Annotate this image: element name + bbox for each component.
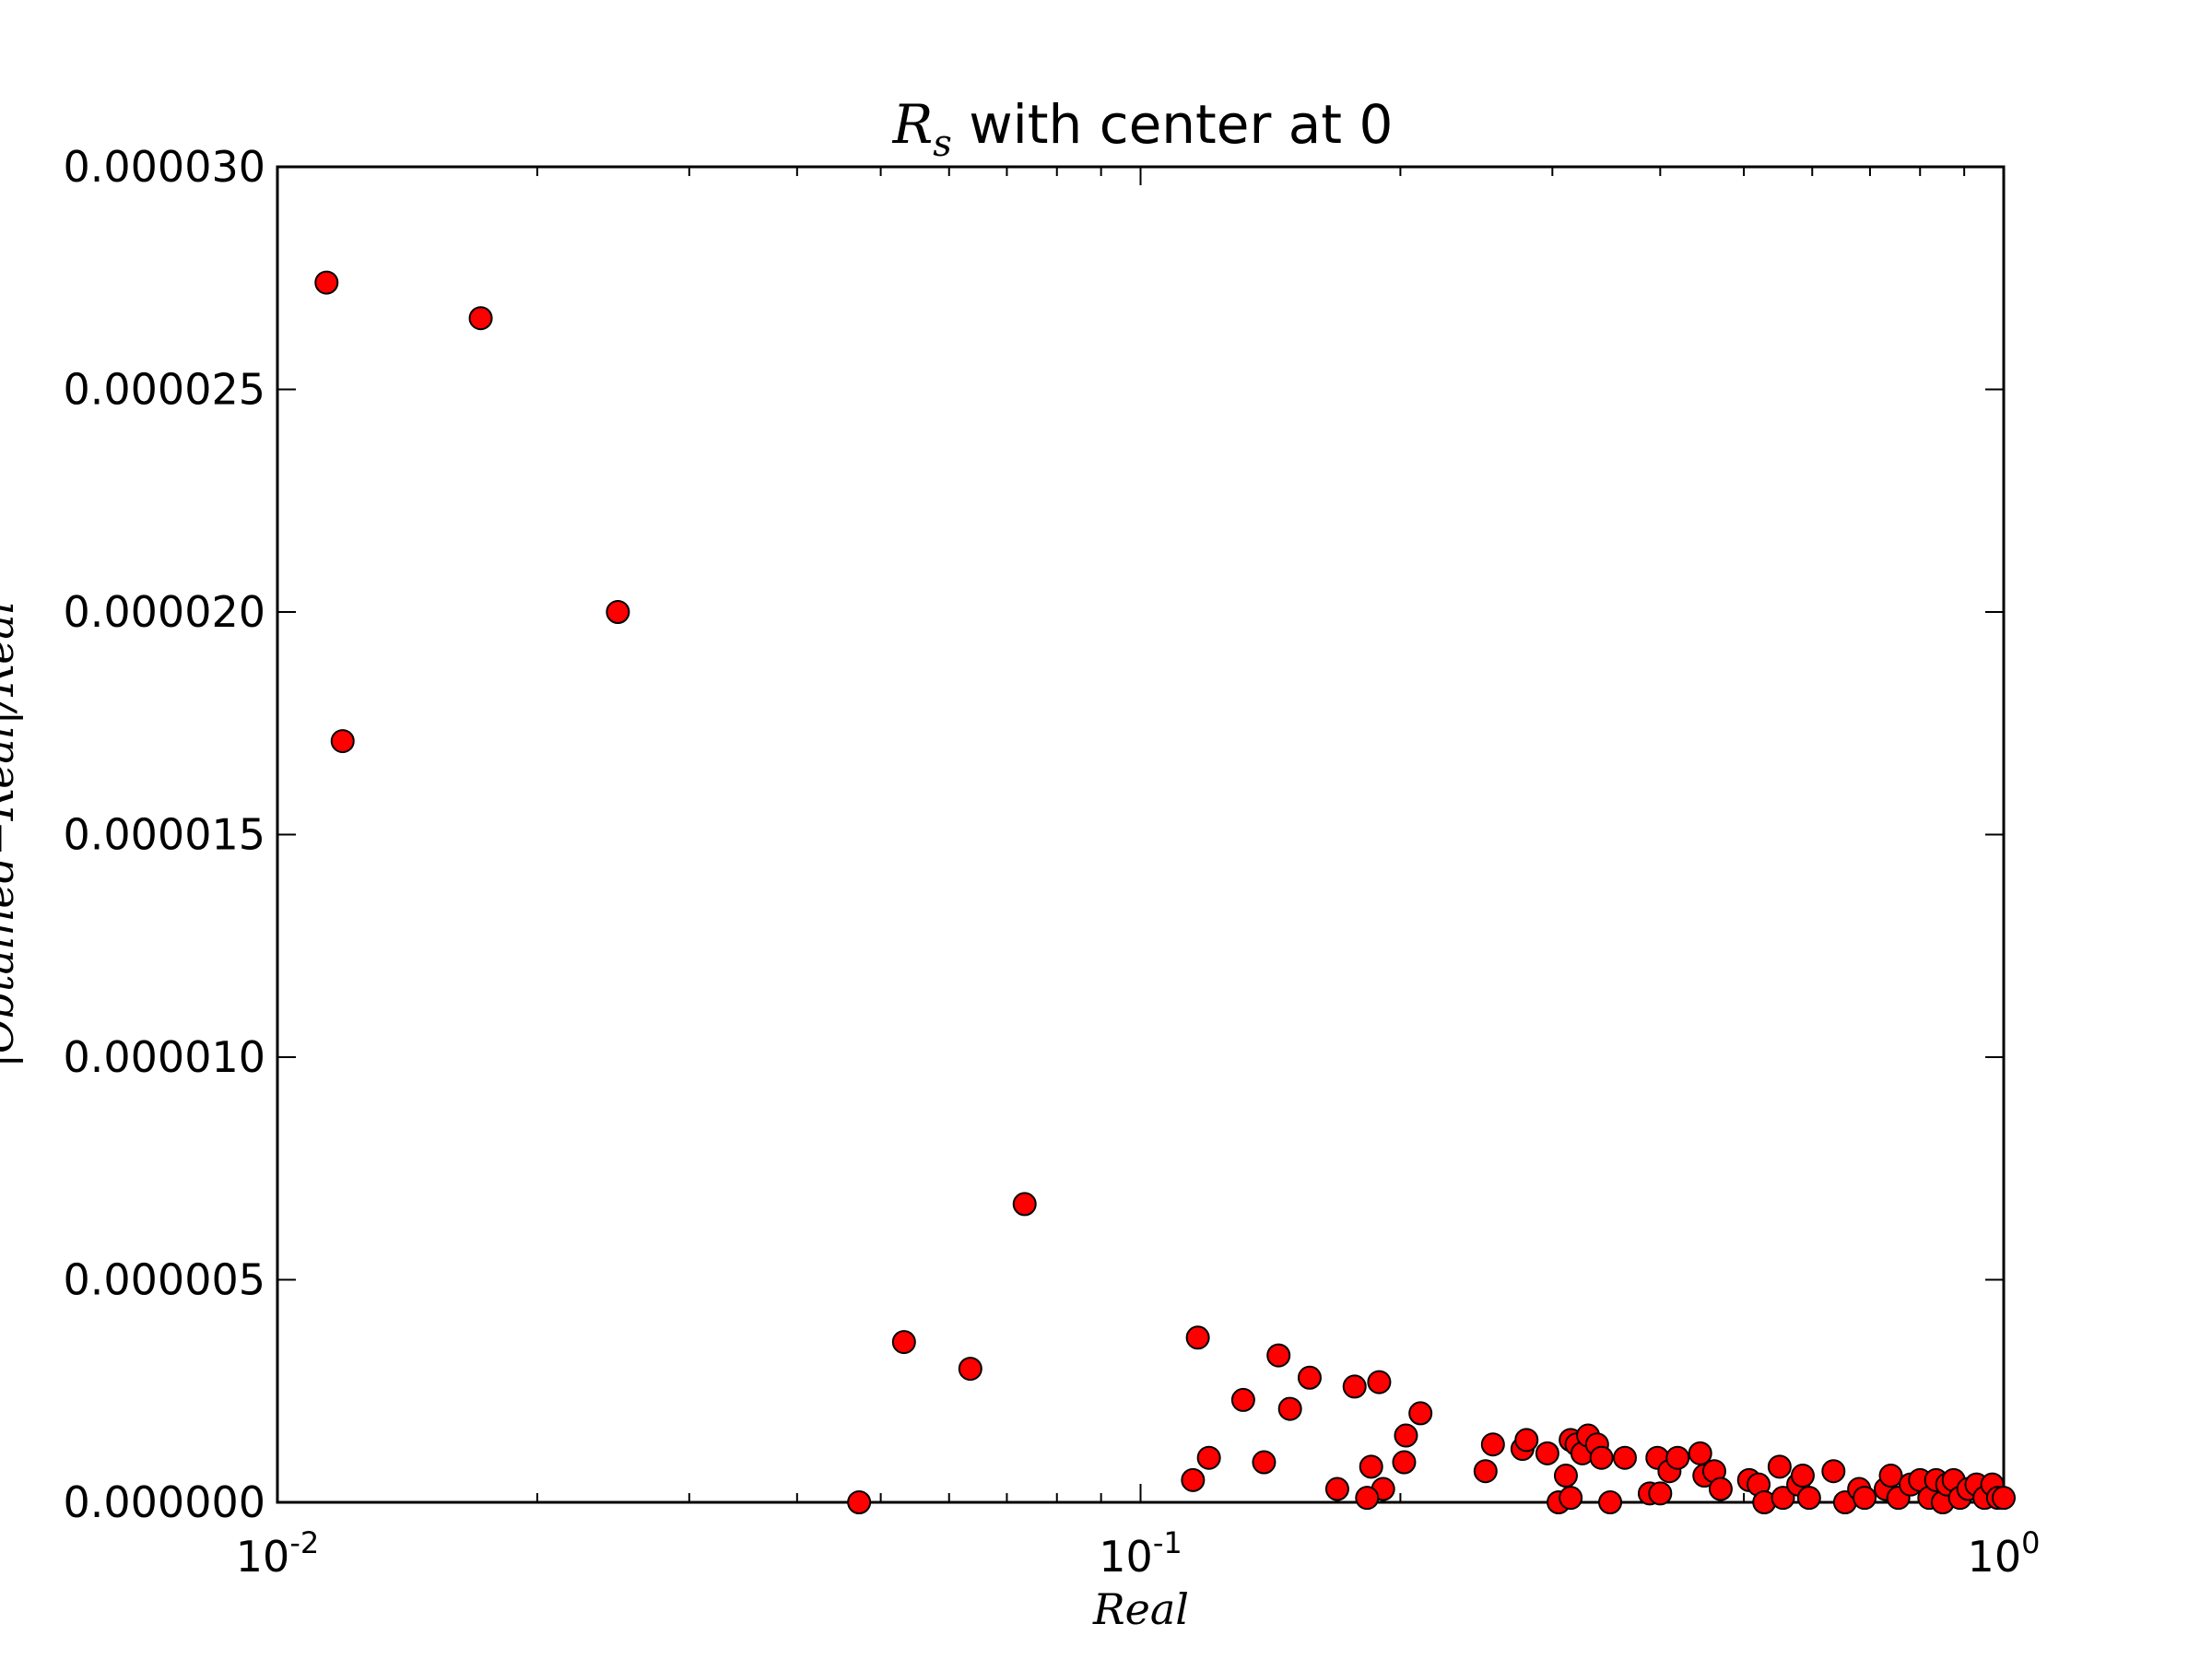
x-axis-ticks: 10-2 10-1 100 (236, 167, 2041, 1582)
x-tick-exponent: -1 (1153, 1525, 1182, 1560)
data-point (1367, 1370, 1392, 1394)
data-point (1181, 1467, 1206, 1492)
data-point (1514, 1428, 1539, 1453)
y-tick-label: 0.000000 (64, 1477, 266, 1527)
x-tick-label: 10-1 (1099, 1525, 1182, 1582)
data-point (1473, 1459, 1498, 1484)
x-tick-exponent: 0 (2021, 1525, 2040, 1560)
data-point (1992, 1486, 2016, 1511)
title-math-symbol: R (892, 93, 934, 156)
y-tick-label: 0.000005 (64, 1255, 266, 1305)
data-point (1252, 1450, 1277, 1475)
x-tick-base: 10 (236, 1532, 290, 1582)
title-math-subscript: s (933, 123, 952, 165)
data-point (958, 1357, 982, 1382)
x-tick-label: 10-2 (236, 1525, 319, 1582)
data-point (1708, 1477, 1733, 1501)
chart-title: Rs with center at 0 (892, 93, 1394, 165)
data-point (1771, 1486, 1795, 1511)
data-point (1480, 1432, 1505, 1457)
data-point (1355, 1486, 1380, 1511)
data-point (1767, 1454, 1792, 1479)
data-point (1790, 1464, 1815, 1488)
data-point (606, 600, 630, 624)
data-points (314, 270, 2016, 1514)
data-point (1796, 1486, 1821, 1511)
x-tick-label: 100 (1968, 1525, 2041, 1582)
x-tick-base: 10 (1099, 1532, 1153, 1582)
y-tick-label: 0.000010 (64, 1032, 266, 1082)
data-point (1589, 1445, 1614, 1470)
data-point (1394, 1423, 1418, 1448)
x-tick-exponent: -2 (289, 1525, 319, 1560)
data-point (1648, 1481, 1673, 1506)
data-point (1408, 1401, 1433, 1426)
data-point (1612, 1445, 1637, 1470)
y-tick-label: 0.000025 (64, 365, 266, 415)
data-point (1553, 1464, 1578, 1488)
x-tick-base: 10 (1968, 1532, 2022, 1582)
title-text: with center at 0 (952, 93, 1394, 156)
data-point (1266, 1343, 1291, 1368)
data-point (891, 1330, 916, 1355)
data-point (1342, 1374, 1367, 1399)
data-point (468, 306, 493, 331)
data-point (1878, 1464, 1903, 1488)
data-point (1196, 1445, 1221, 1470)
data-point (1230, 1387, 1255, 1412)
y-tick-label: 0.000030 (64, 142, 266, 192)
data-point (1392, 1450, 1417, 1475)
data-point (1359, 1454, 1383, 1479)
data-point (1277, 1396, 1302, 1421)
data-point (1598, 1490, 1623, 1514)
data-point (1535, 1441, 1559, 1465)
y-axis-label: |Obtained−Real|/Real (0, 600, 23, 1067)
data-point (1853, 1486, 1877, 1511)
data-point (1559, 1486, 1583, 1511)
x-axis-label: Real (1092, 1584, 1189, 1634)
svg-text:Rs with center at 0: Rs with center at 0 (892, 93, 1394, 165)
plot-area-frame (276, 165, 2006, 1504)
y-tick-label: 0.000015 (64, 810, 266, 860)
y-tick-label: 0.000020 (64, 587, 266, 637)
data-point (847, 1490, 872, 1514)
data-point (1012, 1192, 1037, 1217)
data-point (1297, 1365, 1322, 1390)
data-point (1665, 1445, 1690, 1470)
data-point (1821, 1459, 1846, 1484)
data-point (1185, 1325, 1210, 1350)
y-axis-ticks: 0.000000 0.000005 0.000010 0.000015 0.000020… (64, 142, 2004, 1527)
data-point (314, 270, 339, 295)
data-point (330, 729, 355, 754)
data-point (1324, 1477, 1349, 1501)
